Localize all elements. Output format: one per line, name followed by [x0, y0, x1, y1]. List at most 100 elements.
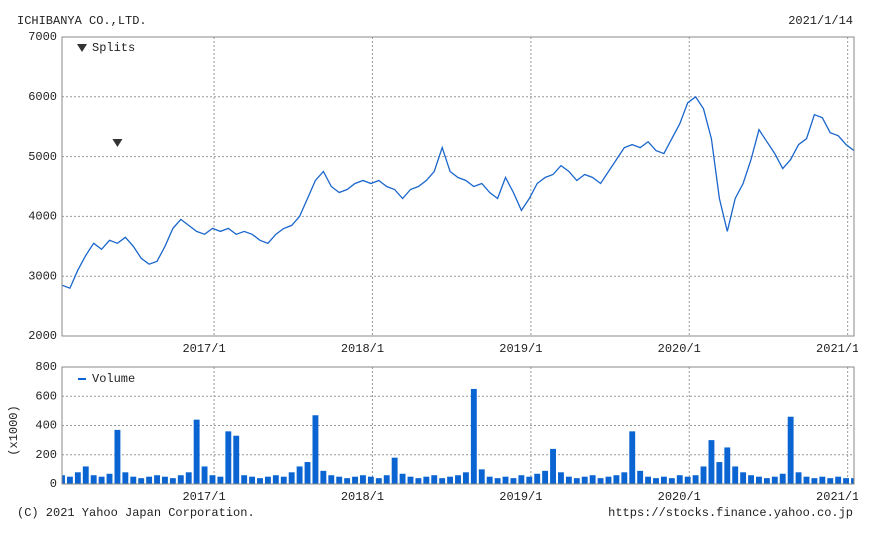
- volume-bar: [740, 472, 747, 484]
- volume-bar: [724, 447, 731, 484]
- volume-bar: [122, 472, 129, 484]
- y-tick-label: 0: [50, 477, 57, 491]
- volume-bar: [360, 475, 366, 484]
- y-tick-label: 5000: [28, 150, 57, 164]
- x-tick-label: 2021/1: [816, 490, 859, 504]
- volume-bar: [843, 478, 850, 484]
- legend-label: Splits: [92, 41, 135, 55]
- y-tick-label: 400: [35, 419, 57, 433]
- volume-bar: [233, 435, 240, 484]
- volume-bar: [455, 475, 461, 484]
- volume-bar: [835, 476, 842, 484]
- volume-bar: [74, 472, 81, 484]
- volume-bar: [415, 478, 422, 484]
- volume-bar: [629, 431, 636, 484]
- volume-bar: [217, 476, 224, 484]
- copyright: (C) 2021 Yahoo Japan Corporation.: [17, 506, 255, 520]
- volume-bar: [288, 472, 295, 484]
- volume-bar: [383, 475, 390, 484]
- volume-bar: [320, 470, 327, 484]
- x-tick-label: 2019/1: [499, 342, 542, 356]
- volume-bar: [62, 475, 65, 484]
- volume-bar: [328, 475, 335, 484]
- volume-bar: [367, 476, 374, 484]
- volume-bar: [106, 473, 113, 484]
- volume-bar: [66, 476, 73, 484]
- volume-bar: [542, 470, 549, 484]
- volume-bar: [550, 448, 556, 484]
- volume-bar: [787, 416, 794, 484]
- x-tick-label: 2018/1: [341, 490, 384, 504]
- volume-bar: [597, 478, 604, 484]
- y-tick-label: 3000: [28, 269, 57, 283]
- volume-bar: [264, 476, 271, 484]
- volume-bar: [114, 429, 121, 484]
- y-tick-label: 4000: [28, 210, 57, 224]
- volume-bar: [423, 476, 430, 484]
- volume-bar: [573, 478, 580, 484]
- volume-bar: [225, 431, 232, 484]
- volume-bar: [257, 478, 263, 484]
- price-line: [62, 95, 854, 290]
- volume-bar: [819, 476, 826, 484]
- plot: [62, 95, 854, 290]
- date: 2021/1/14: [788, 14, 853, 28]
- x-tick-label: 2017/1: [182, 342, 225, 356]
- volume-bar: [296, 466, 303, 484]
- volume-bar: [502, 476, 509, 484]
- volume-bar: [565, 476, 572, 484]
- volume-bar: [344, 478, 351, 484]
- company-name: ICHIBANYA CO.,LTD.: [17, 14, 147, 28]
- volume-bar: [756, 476, 762, 484]
- volume-bar: [851, 478, 854, 484]
- x-tick-label: 2020/1: [658, 490, 701, 504]
- volume-bar: [304, 462, 311, 484]
- volume-bar: [391, 457, 398, 484]
- volume-bar: [684, 476, 691, 484]
- volume-bar: [130, 476, 137, 484]
- x-tick-label: 2017/1: [182, 490, 225, 504]
- volume-bar: [645, 476, 652, 484]
- volume-bar: [510, 478, 517, 484]
- x-tick-label: 2020/1: [658, 342, 701, 356]
- volume-bar: [708, 440, 715, 484]
- y-tick-label: 6000: [28, 90, 57, 104]
- volume-bar: [653, 478, 659, 484]
- volume-bar: [439, 478, 446, 484]
- volume-bar: [518, 475, 525, 484]
- source-url: https://stocks.finance.yahoo.co.jp: [608, 506, 853, 520]
- volume-bar: [795, 472, 802, 484]
- volume-bar: [146, 476, 153, 484]
- volume-bar: [162, 476, 168, 484]
- volume-bar: [462, 472, 469, 484]
- volume-bar: [169, 478, 176, 484]
- volume-bar: [470, 388, 477, 484]
- volume-bar: [763, 478, 770, 484]
- volume-bar: [748, 475, 754, 484]
- volume-bar: [154, 475, 160, 484]
- volume-bar: [399, 473, 406, 484]
- volume-bar: [558, 472, 564, 484]
- volume-bar: [779, 473, 786, 484]
- volume-bar: [249, 476, 256, 484]
- volume-bar: [407, 476, 414, 484]
- split-marker: [112, 139, 123, 147]
- volume-bar: [241, 475, 248, 484]
- volume-bar: [494, 478, 501, 484]
- volume-bar: [90, 475, 97, 484]
- volume-bar: [177, 475, 184, 484]
- volume-bar: [82, 466, 89, 484]
- volume-bar: [312, 415, 319, 484]
- legend-label: Volume: [92, 372, 135, 386]
- volume-bar: [447, 476, 454, 484]
- volume-bar: [272, 475, 279, 484]
- volume-bar: [732, 466, 739, 484]
- volume-bar: [352, 476, 358, 484]
- y-axis-label: (x1000): [7, 405, 21, 455]
- legend-marker: [77, 44, 87, 52]
- volume-bar: [605, 476, 612, 484]
- volume-bar: [526, 476, 533, 484]
- volume-bar: [138, 478, 145, 484]
